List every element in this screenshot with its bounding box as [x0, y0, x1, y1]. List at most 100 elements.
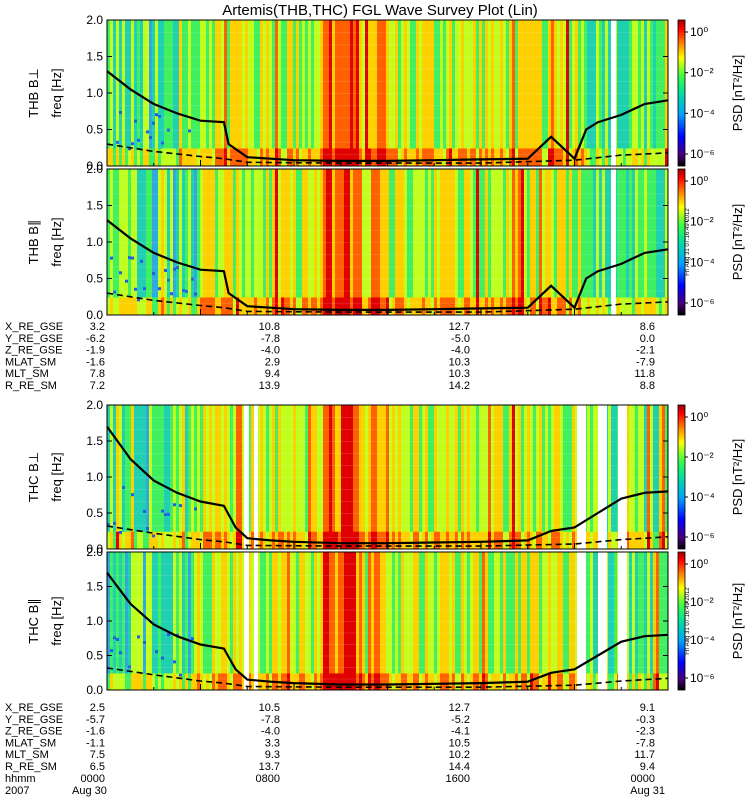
- y-tick-label: 2.0: [86, 13, 103, 27]
- ephemeris-value: -2.3: [636, 726, 655, 738]
- colorbar: [677, 19, 686, 167]
- ephemeris-row-label: MLAT_SM: [5, 737, 56, 749]
- spectrogram-panel-thb-bperp: 0.0 0.5 1.0 1.5 2.0 THB B⊥ freq [Hz] 10⁰ 10⁻² 10⁻…: [26, 13, 745, 173]
- spectrogram-panel-thb-bpar: 0.0 0.5 1.0 1.5 2.0 THB B∥ freq [Hz] 10⁰ 10⁻² 10⁻…: [26, 162, 745, 322]
- ephemeris-value: 11.7: [634, 749, 655, 761]
- ephemeris-value: 9.3: [265, 749, 280, 761]
- y-tick-label: 1.0: [86, 470, 103, 484]
- y-tick-label: 0.0: [86, 683, 103, 697]
- ephemeris-value: 3.2: [90, 321, 105, 333]
- ephemeris-value: 8.6: [640, 321, 655, 333]
- ephemeris-value: -2.1: [636, 345, 655, 357]
- ephemeris-value: -5.7: [86, 714, 105, 726]
- ephemeris-value: 12.7: [449, 702, 470, 714]
- ephemeris-value: 10.5: [449, 737, 470, 749]
- panel-probe-label: THB B∥: [26, 220, 41, 265]
- y-tick-label: 1.0: [86, 614, 103, 628]
- y-tick-label: 0.5: [86, 506, 103, 520]
- ephemeris-row-label: MLAT_SM: [5, 356, 56, 368]
- ephemeris-value: 7.8: [90, 368, 105, 380]
- ephemeris-value: -7.8: [261, 333, 280, 345]
- end-date-label: Aug 31: [630, 785, 665, 797]
- colorbar-label: PSD [nT²/Hz]: [730, 204, 745, 281]
- ephemeris-value: -1.6: [86, 356, 105, 368]
- curve-solid: [106, 425, 669, 545]
- y-tick-label: 0.5: [86, 649, 103, 663]
- freq-axis-label: freq [Hz]: [49, 68, 64, 117]
- spectrogram-panel-thc-bpar: 0.0 0.5 1.0 1.5 2.0 THC B∥ freq [Hz] 10⁰ 10⁻² 10⁻…: [26, 545, 745, 697]
- ephemeris-value: -4.0: [451, 345, 470, 357]
- ephemeris-value: -6.2: [86, 333, 105, 345]
- ephemeris-row-label: MLT_SM: [5, 368, 49, 380]
- ephemeris-value: 6.5: [90, 761, 105, 773]
- colorbar: [677, 551, 686, 691]
- ephemeris-value: -7.8: [636, 737, 655, 749]
- timestamp-stamp: Fri Aug 31 07:16:49 2012: [685, 587, 691, 655]
- ephemeris-value: 3.3: [265, 737, 280, 749]
- ephemeris-value: 1600: [446, 773, 470, 785]
- colorbar-tick-label: 10⁰: [690, 174, 708, 188]
- curve-solid: [106, 70, 669, 162]
- ephemeris-value: 10.8: [259, 321, 280, 333]
- colorbar-label: PSD [nT²/Hz]: [730, 439, 745, 516]
- ephemeris-row-label: R_RE_SM: [5, 761, 57, 773]
- colorbar-tick-label: 10⁻²: [690, 595, 714, 609]
- y-tick-label: 1.5: [86, 199, 103, 213]
- colorbar-tick-label: 10⁻⁴: [690, 255, 715, 269]
- ephemeris-value: 9.4: [640, 761, 655, 773]
- ephemeris-value: 0800: [256, 773, 280, 785]
- ephemeris-value: 14.2: [449, 380, 470, 392]
- ephemeris-row-label: MLT_SM: [5, 749, 49, 761]
- y-tick-label: 0.0: [86, 308, 103, 322]
- timestamp-stamp: Fri Aug 31 07:16:49 2012: [685, 208, 691, 276]
- ephemeris-row-label: Z_RE_GSE: [5, 345, 62, 357]
- colorbar-tick-label: 10⁰: [690, 25, 708, 39]
- ephemeris-value: 14.4: [449, 761, 470, 773]
- curve-dashed: [106, 525, 669, 547]
- ephemeris-value: 10.5: [259, 702, 280, 714]
- ephemeris-value: 10.2: [449, 749, 470, 761]
- ephemeris-value: -7.9: [636, 356, 655, 368]
- colorbar-tick-label: 10⁻²: [690, 215, 714, 229]
- y-tick-label: 0.0: [86, 159, 103, 173]
- ephemeris-value: 9.4: [265, 368, 280, 380]
- curve-dashed: [106, 143, 669, 164]
- y-tick-label: 1.0: [86, 235, 103, 249]
- ephemeris-value: 13.7: [259, 761, 280, 773]
- ephemeris-value: -5.2: [451, 714, 470, 726]
- ephemeris-row-label: X_RE_GSE: [5, 702, 63, 714]
- freq-axis-label: freq [Hz]: [49, 452, 64, 501]
- ephemeris-row-label: Z_RE_GSE: [5, 726, 62, 738]
- ephemeris-row-label: hhmm: [5, 773, 36, 785]
- colorbar-tick-label: 10⁻⁶: [690, 296, 715, 310]
- ephemeris-value: 12.7: [449, 321, 470, 333]
- spectrogram-panel-thc-bperp: 0.0 0.5 1.0 1.5 2.0 THC B⊥ freq [Hz] 10⁰ 10⁻² 10⁻…: [26, 398, 745, 556]
- y-tick-label: 0.5: [86, 272, 103, 286]
- y-tick-label: 1.0: [86, 86, 103, 100]
- colorbar-label: PSD [nT²/Hz]: [730, 55, 745, 132]
- curve-dashed: [106, 292, 669, 313]
- freq-axis-label: freq [Hz]: [49, 217, 64, 266]
- freq-axis-label: freq [Hz]: [49, 596, 64, 645]
- ephemeris-value: -4.0: [261, 345, 280, 357]
- ephemeris-row-label: Y_RE_GSE: [5, 333, 63, 345]
- colorbar-tick-label: 10⁻⁶: [690, 671, 715, 685]
- colorbar-tick-label: 10⁻⁶: [690, 147, 715, 161]
- ephemeris-row-label: R_RE_SM: [5, 380, 57, 392]
- ephemeris-value: 8.8: [640, 380, 655, 392]
- ephemeris-value: 0000: [631, 773, 655, 785]
- ephemeris-value: 7.2: [90, 380, 105, 392]
- ephemeris-value: -1.6: [86, 726, 105, 738]
- start-date-label: Aug 30: [72, 785, 107, 797]
- colorbar-tick-label: 10⁻⁴: [690, 633, 715, 647]
- ephemeris-value: 9.1: [640, 702, 655, 714]
- colorbar-tick-label: 10⁰: [690, 557, 708, 571]
- ephemeris-value: -1.9: [86, 345, 105, 357]
- y-tick-label: 1.5: [86, 50, 103, 64]
- ephemeris-row-label: X_RE_GSE: [5, 321, 63, 333]
- colorbar-tick-label: 10⁻²: [690, 66, 714, 80]
- y-tick-label: 0.0: [86, 542, 103, 556]
- colorbar-tick-label: 10⁰: [690, 410, 708, 424]
- figure-title: Artemis(THB,THC) FGL Wave Survey Plot (L…: [222, 2, 538, 19]
- ephemeris-value: 0000: [81, 773, 105, 785]
